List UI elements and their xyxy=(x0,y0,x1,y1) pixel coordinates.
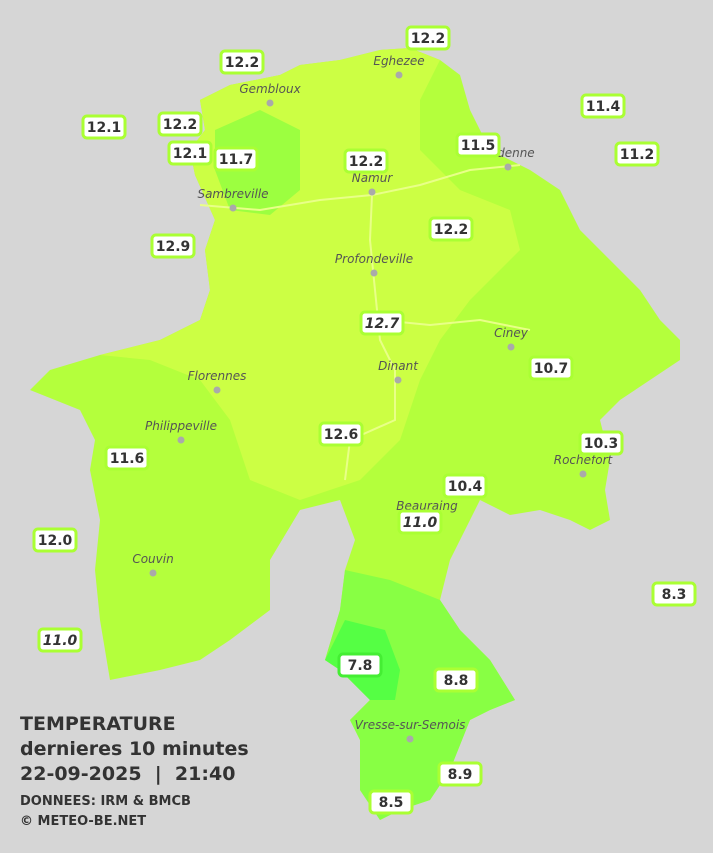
station-box xyxy=(368,789,414,815)
legend-source: DONNEES: IRM & BMCB xyxy=(20,794,191,809)
station-value: 11.6 xyxy=(110,451,145,467)
station-value: 12.2 xyxy=(411,31,446,47)
station-value: 12.9 xyxy=(156,239,191,255)
station-box xyxy=(219,49,265,75)
station-box xyxy=(81,114,127,140)
station-value: 12.6 xyxy=(324,427,359,443)
town-dot xyxy=(213,386,221,394)
station-box xyxy=(437,761,483,787)
town-name: Eghezee xyxy=(373,54,424,68)
town-dot xyxy=(406,735,414,743)
town-dot xyxy=(368,188,376,196)
station-value: 7.8 xyxy=(348,658,373,674)
town-dot xyxy=(229,204,237,212)
station-value: 11.5 xyxy=(461,138,496,154)
station-box xyxy=(614,141,660,167)
legend-title: TEMPERATURE xyxy=(20,713,176,735)
station-value: 12.2 xyxy=(225,55,260,71)
town-name: Sambreville xyxy=(197,187,268,201)
town-name: Florennes xyxy=(188,369,247,383)
station-value: 12.2 xyxy=(163,117,198,133)
town-dot xyxy=(266,99,274,107)
town-dot xyxy=(394,376,402,384)
station-box xyxy=(455,132,501,158)
town-dot xyxy=(504,163,512,171)
station-box xyxy=(37,627,83,653)
station-box xyxy=(651,581,697,607)
station-value: 11.0 xyxy=(403,515,438,531)
station-box xyxy=(433,667,479,693)
station-box xyxy=(405,25,451,51)
legend-datetime: 22-09-2025 | 21:40 xyxy=(20,763,235,785)
town-dot xyxy=(579,470,587,478)
station-box xyxy=(397,509,443,535)
station-value: 12.7 xyxy=(365,316,400,332)
station-box xyxy=(213,146,259,172)
town-name: Rochefort xyxy=(554,453,614,467)
town-dot xyxy=(370,269,378,277)
station-box xyxy=(157,111,203,137)
station-box xyxy=(343,148,389,174)
town-dot xyxy=(177,436,185,444)
station-box xyxy=(337,652,383,678)
station-box xyxy=(150,233,196,259)
station-value: 11.7 xyxy=(219,152,254,168)
town-name: Profondeville xyxy=(335,252,413,266)
station-value: 10.3 xyxy=(584,436,619,452)
station-value: 12.1 xyxy=(173,146,208,162)
town-name: Dinant xyxy=(378,359,419,373)
town-dot xyxy=(507,343,515,351)
station-box xyxy=(359,310,405,336)
town-name: Philippeville xyxy=(145,419,217,433)
station-box xyxy=(318,421,364,447)
station-box xyxy=(580,93,626,119)
station-value: 11.0 xyxy=(43,633,78,649)
station-value: 11.2 xyxy=(620,147,655,163)
town-name: Gembloux xyxy=(239,82,301,96)
station-value: 8.8 xyxy=(444,673,469,689)
station-value: 12.1 xyxy=(87,120,122,136)
station-box xyxy=(428,216,474,242)
station-value: 11.4 xyxy=(586,99,621,115)
station-value: 12.0 xyxy=(38,533,73,549)
station-box xyxy=(528,355,574,381)
station-box xyxy=(442,473,488,499)
legend-copyright: © METEO-BE.NET xyxy=(20,814,146,829)
station-value: 8.9 xyxy=(448,767,473,783)
town-name: Vresse-sur-Semois xyxy=(355,718,466,732)
legend-subtitle: dernieres 10 minutes xyxy=(20,738,249,760)
station-box xyxy=(104,445,150,471)
station-value: 8.3 xyxy=(662,587,687,603)
town-dot xyxy=(149,569,157,577)
town-name: Ciney xyxy=(494,326,529,340)
labels: EghezeeGemblouxAndenneNamurSambrevillePr… xyxy=(32,25,697,815)
station-value: 12.2 xyxy=(349,154,384,170)
town-name: Couvin xyxy=(132,552,173,566)
station-value: 12.2 xyxy=(434,222,469,238)
town-dot xyxy=(395,71,403,79)
station-box xyxy=(578,430,624,456)
town-name: Namur xyxy=(352,171,394,185)
station-box xyxy=(167,140,213,166)
station-value: 8.5 xyxy=(379,795,404,811)
station-value: 10.7 xyxy=(534,361,569,377)
station-value: 10.4 xyxy=(448,479,483,495)
station-box xyxy=(32,527,78,553)
